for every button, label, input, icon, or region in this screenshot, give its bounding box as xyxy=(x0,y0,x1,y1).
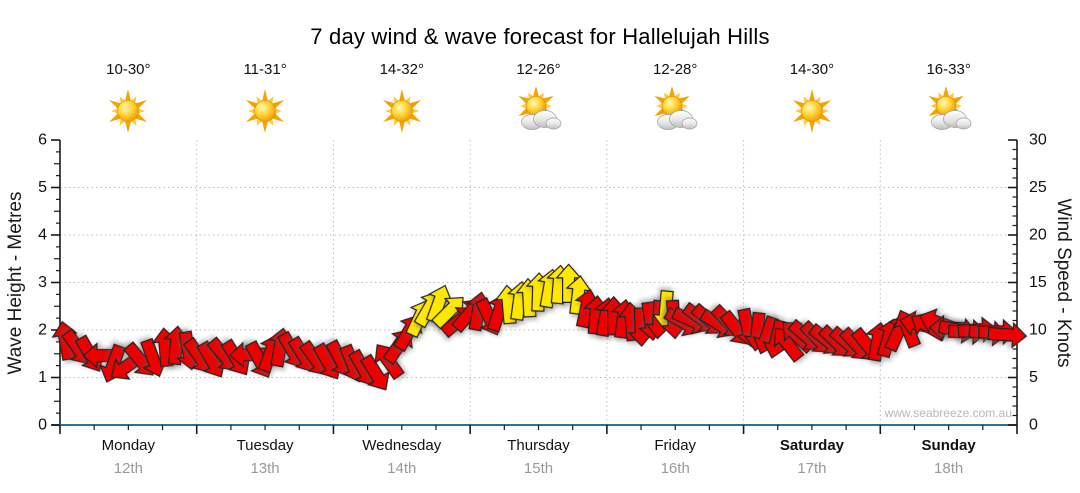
cloud xyxy=(545,117,561,130)
sun-ray xyxy=(125,119,132,133)
sun-icon xyxy=(382,89,421,133)
right-axis-tick-label: 10 xyxy=(1029,322,1047,339)
day-weather-icon xyxy=(104,87,152,135)
sun-icon xyxy=(109,89,148,133)
day-temp-label: 14-30° xyxy=(789,61,835,78)
sun-ray xyxy=(261,119,269,133)
sun-ray xyxy=(680,102,688,110)
chart-title: 7 day wind & wave forecast for Halleluja… xyxy=(310,24,770,49)
day-name-label: Tuesday xyxy=(236,437,294,454)
forecast-plot: 0 1 2 3 4 5 6 0 5 10 15 20 25 30 xyxy=(38,132,1047,434)
sun-ray xyxy=(942,85,949,98)
left-axis-tick-label: 5 xyxy=(38,179,47,196)
left-axis-tick-label: 2 xyxy=(38,322,47,339)
left-axis-tick-label: 4 xyxy=(38,227,47,244)
right-axis-tick-label: 15 xyxy=(1029,274,1047,291)
day-date-label: 17th xyxy=(797,460,827,477)
left-axis-tick-label: 3 xyxy=(38,274,47,291)
day-temp-label: 12-26° xyxy=(516,61,561,78)
day-weather-icon xyxy=(788,87,836,135)
day-name-label: Sunday xyxy=(921,437,976,454)
day-date-label: 16th xyxy=(660,460,690,477)
right-axis-title: Wind Speed - Knots xyxy=(1053,198,1074,368)
sun-core xyxy=(801,100,823,122)
sun-cloud-icon xyxy=(654,85,698,130)
right-axis-tick-label: 20 xyxy=(1029,227,1047,244)
day-temp-label: 10-30° xyxy=(106,61,151,78)
wind-wave-forecast-chart: 7 day wind & wave forecast for Halleluja… xyxy=(0,18,1080,493)
wind-arrow xyxy=(987,321,1028,349)
sun-ray xyxy=(656,102,664,110)
sun-cloud-icon xyxy=(518,85,561,130)
day-weather-icon xyxy=(378,87,426,135)
sun-ray xyxy=(954,102,962,110)
day-date-label: 13th xyxy=(250,460,280,477)
day-date-label: 14th xyxy=(387,460,417,477)
day-name-label: Thursday xyxy=(507,437,570,454)
sun-core xyxy=(390,100,413,122)
left-axis-tick-label: 0 xyxy=(38,417,47,434)
right-axis-tick-label: 0 xyxy=(1029,417,1038,434)
sun-ray xyxy=(532,85,539,98)
day-temp-label: 12-28° xyxy=(653,61,698,78)
cloud xyxy=(681,117,698,130)
watermark: www.seabreeze.com.au xyxy=(884,406,1012,420)
sun-icon xyxy=(245,89,285,133)
sun-cloud-icon xyxy=(928,85,971,130)
day-weather-icon xyxy=(651,85,699,135)
sun-ray xyxy=(668,85,676,98)
day-temp-label: 14-32° xyxy=(379,61,424,78)
left-axis-title: Wave Height - Metres xyxy=(5,191,26,375)
sun-ray xyxy=(261,89,269,103)
day-weather-icon xyxy=(241,87,289,135)
wind-arrow xyxy=(359,353,390,391)
day-temp-label: 16-33° xyxy=(926,61,971,78)
day-name-label: Wednesday xyxy=(362,437,442,454)
day-temp-label: 11-31° xyxy=(243,61,287,78)
day-date-label: 15th xyxy=(523,460,554,477)
sun-ray xyxy=(398,89,406,103)
day-weather-icon xyxy=(925,85,973,135)
cloud xyxy=(955,117,971,130)
day-date-label: 12th xyxy=(113,460,143,477)
sun-ray xyxy=(519,102,528,110)
sun-icon xyxy=(792,89,832,133)
sun-ray xyxy=(808,89,816,103)
sun-ray xyxy=(930,102,938,110)
sun-core xyxy=(254,100,276,122)
sun-ray xyxy=(543,102,552,110)
sun-ray xyxy=(125,89,132,103)
sun-core xyxy=(117,100,140,122)
day-date-label: 18th xyxy=(934,460,964,477)
left-axis-tick-label: 1 xyxy=(38,369,47,386)
sun-ray xyxy=(808,119,816,133)
day-name-label: Monday xyxy=(101,437,156,454)
right-axis-tick-label: 30 xyxy=(1029,132,1047,149)
day-weather-icon xyxy=(515,85,563,135)
sun-ray xyxy=(398,119,406,133)
day-name-label: Saturday xyxy=(779,437,845,454)
day-name-label: Friday xyxy=(654,437,697,454)
left-axis-tick-label: 6 xyxy=(38,132,47,149)
right-axis-tick-label: 5 xyxy=(1029,369,1038,386)
right-axis-tick-label: 25 xyxy=(1029,179,1047,196)
